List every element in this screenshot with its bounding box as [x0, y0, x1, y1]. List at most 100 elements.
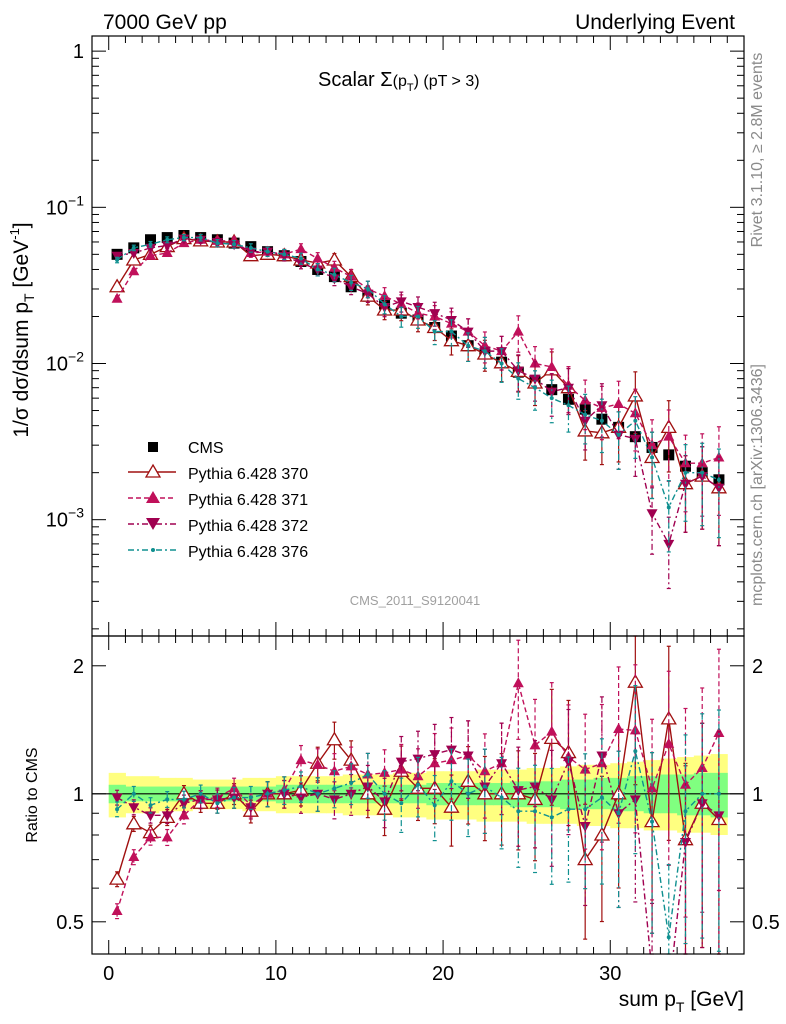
point-p376: [215, 241, 220, 246]
ratio-point-p372: [429, 750, 441, 761]
ratio-point-p372: [111, 793, 123, 804]
ratio-point-p371: [546, 725, 558, 736]
legend-label-cms: CMS: [188, 440, 224, 457]
ratio-point-p376: [700, 791, 705, 796]
point-p376: [449, 329, 454, 334]
legend-marker-p370: [144, 463, 162, 478]
point-p376: [332, 272, 337, 277]
ratio-point-p370: [125, 815, 142, 830]
point-p376: [131, 245, 136, 250]
ratio-point-p372: [161, 811, 173, 822]
legend-entry-p371: Pythia 6.428 371: [128, 491, 308, 509]
ratio-point-p376: [466, 791, 471, 796]
ratio-point-p376: [416, 782, 420, 787]
ratio-point-p376: [716, 791, 721, 796]
point-p376: [148, 242, 153, 247]
ratio-point-p376: [499, 795, 504, 800]
point-p371: [328, 261, 340, 272]
point-p372: [328, 274, 340, 285]
point-p376: [716, 477, 721, 482]
point-p372: [679, 479, 691, 490]
ratio-point-p372: [128, 803, 140, 814]
ratio-y-tick-label-right: 2: [752, 656, 763, 678]
legend-label-p371: Pythia 6.428 371: [188, 492, 308, 509]
main-y-tick-label: 10−3: [46, 505, 84, 532]
ratio-point-p376: [332, 786, 337, 791]
ratio-axis-ticks: [92, 636, 744, 954]
series-line-p371: [116, 239, 720, 464]
ratio-point-p372: [245, 803, 257, 814]
ratio-point-p376: [198, 791, 203, 796]
point-p376: [298, 256, 303, 261]
ratio-point-p376: [265, 791, 270, 796]
x-tick-label: 0: [103, 963, 114, 985]
ratio-y-axis-label: Ratio to CMS: [24, 747, 41, 842]
ratio-point-p372: [211, 795, 223, 806]
ratio-point-p376: [165, 797, 170, 802]
ratio-point-p376: [683, 809, 688, 814]
point-p376: [683, 470, 688, 475]
ratio-point-p372: [395, 757, 407, 768]
ratio-point-p372: [295, 793, 307, 804]
point-p372: [512, 366, 524, 377]
point-p371: [546, 360, 558, 371]
point-p372: [111, 251, 123, 262]
ratio-point-p376: [449, 779, 454, 784]
ratio-point-p376: [516, 809, 521, 814]
point-p371: [128, 265, 140, 276]
series-p376: [115, 233, 721, 553]
ratio-point-p376: [583, 807, 588, 812]
point-p371: [663, 430, 675, 441]
legend-marker-p372: [146, 518, 160, 530]
legend-entry-p376: Pythia 6.428 376: [128, 544, 308, 561]
legend-label-p372: Pythia 6.428 372: [188, 518, 308, 535]
ratio-point-p372: [362, 782, 374, 793]
point-p371: [646, 439, 658, 450]
ratio-point-p372: [178, 799, 190, 810]
ratio-point-p372: [696, 799, 708, 810]
ratio-y-tick-labels: 0.5 0.5 1 1 2 2: [56, 656, 780, 934]
main-y-axis-label: 1/σ dσ/dsum pT [GeV-1]: [7, 222, 37, 437]
ratio-point-p370: [326, 731, 343, 746]
ratio-y-tick-label: 1: [73, 784, 84, 806]
ratio-point-p371: [295, 754, 307, 765]
point-p372: [345, 282, 357, 293]
ratio-point-p376: [148, 803, 153, 808]
ratio-point-p376: [482, 784, 487, 789]
point-p372: [145, 243, 157, 254]
ratio-point-p372: [529, 782, 541, 793]
point-p376: [466, 343, 471, 348]
point-p376: [265, 249, 270, 254]
legend-label-p370: Pythia 6.428 370: [188, 466, 308, 483]
ratio-point-p371: [161, 831, 173, 842]
point-p372: [663, 539, 675, 550]
point-p372: [529, 374, 541, 385]
ratio-point-p372: [713, 811, 725, 822]
legend-entry-p372: Pythia 6.428 372: [128, 518, 308, 535]
x-tick-label: 30: [599, 963, 621, 985]
ratio-point-p376: [650, 819, 655, 824]
ratio-point-p376: [399, 801, 404, 806]
ratio-series-p376: [115, 684, 721, 955]
ratio-point-p371: [613, 723, 625, 734]
point-p372: [161, 241, 173, 252]
ratio-series-group: [108, 635, 728, 955]
ratio-plot-panel: 0.5 0.5 1 1 2 2 0 10 20 30 Ratio to CMS sum pT […: [24, 635, 780, 1015]
point-p376: [365, 286, 370, 291]
point-p371: [111, 292, 123, 303]
point-p376: [499, 361, 504, 366]
x-axis-label: sum pT [GeV]: [619, 988, 744, 1015]
point-p376: [566, 403, 571, 408]
point-p376: [115, 257, 120, 262]
ratio-point-p376: [616, 811, 621, 816]
ratio-point-p370: [108, 870, 126, 885]
main-y-tick-label: 10−1: [46, 192, 84, 219]
legend: CMS Pythia 6.428 370 Pythia 6.428 371 Py…: [128, 440, 308, 561]
point-p376: [416, 314, 420, 319]
x-tick-label: 10: [265, 963, 287, 985]
point-p371: [512, 325, 524, 336]
ratio-y-tick-label-right: 1: [752, 784, 763, 806]
ratio-point-p371: [646, 782, 658, 793]
point-p376: [633, 418, 638, 423]
header-right: Underlying Event: [575, 11, 735, 34]
